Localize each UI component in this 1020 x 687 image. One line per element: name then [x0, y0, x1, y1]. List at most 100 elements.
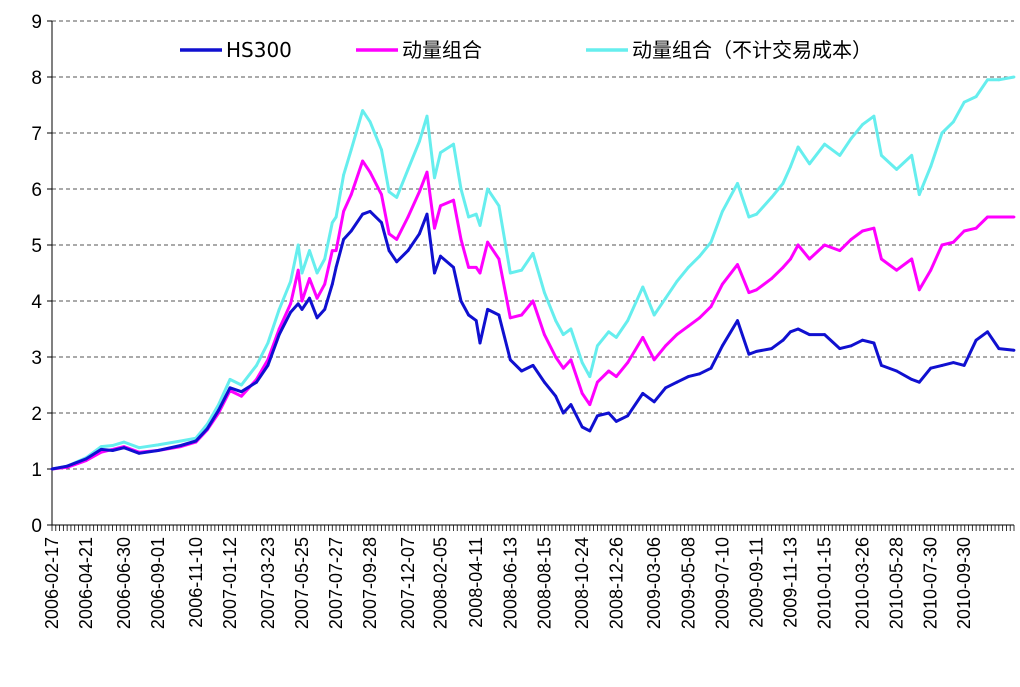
data-point	[607, 369, 611, 373]
data-point	[266, 341, 270, 345]
data-point	[849, 344, 853, 348]
data-point	[439, 151, 442, 155]
data-point	[368, 170, 372, 174]
data-point	[459, 187, 463, 191]
data-point	[330, 282, 334, 286]
data-point	[986, 330, 989, 334]
data-point	[770, 277, 773, 280]
y-tick-label: 7	[31, 124, 42, 145]
data-point	[255, 364, 258, 367]
x-tick-label: 2008-04-11	[466, 537, 486, 628]
data-point	[111, 444, 114, 447]
x-tick-label: 2009-09-11	[746, 537, 766, 628]
data-point	[217, 403, 221, 406]
data-point	[686, 324, 690, 328]
data-point	[361, 109, 364, 112]
x-tick-label: 2007-09-28	[360, 537, 380, 629]
x-tick-label: 2010-07-30	[921, 537, 941, 629]
data-point	[626, 361, 630, 364]
data-point	[228, 386, 232, 390]
x-tick-label: 2007-05-25	[292, 537, 312, 629]
data-point	[580, 425, 584, 429]
data-point	[315, 271, 319, 275]
data-point	[478, 341, 482, 345]
data-point	[861, 338, 864, 342]
data-point	[962, 100, 966, 104]
data-point	[296, 268, 300, 272]
data-point	[439, 254, 442, 258]
data-point	[596, 414, 599, 418]
data-point	[508, 358, 512, 362]
series-lines	[50, 75, 1016, 471]
data-point	[217, 408, 221, 412]
data-point	[789, 257, 792, 261]
data-point	[111, 449, 114, 452]
data-point	[497, 313, 501, 317]
data-point	[65, 464, 69, 468]
data-point	[395, 196, 399, 199]
data-point	[459, 299, 463, 303]
data-point	[997, 347, 1001, 350]
x-tick-label: 2006-02-17	[42, 537, 62, 629]
data-point	[686, 266, 690, 269]
data-point	[808, 333, 811, 336]
data-point	[561, 366, 565, 370]
data-point	[315, 296, 319, 300]
legend: HS300 动量组合 动量组合（不计交易成本）	[180, 38, 872, 62]
data-point	[588, 403, 592, 406]
data-point	[596, 380, 599, 384]
data-point	[614, 336, 618, 339]
data-point	[137, 446, 141, 450]
series-line-0	[51, 209, 1015, 471]
y-axis: 0 1 2 3 4 5 6 7 8 9	[31, 12, 53, 537]
data-point	[664, 344, 667, 348]
data-point	[789, 165, 792, 169]
data-point	[122, 440, 126, 444]
data-point	[910, 154, 914, 157]
data-point	[986, 215, 989, 219]
data-point	[543, 380, 546, 384]
x-tick-label: 2007-01-12	[220, 537, 240, 629]
data-point	[709, 240, 713, 244]
y-tick-label: 1	[31, 460, 42, 481]
data-point	[736, 182, 739, 185]
data-point	[569, 358, 573, 362]
data-point	[872, 114, 876, 118]
data-point	[300, 308, 304, 311]
data-point	[452, 198, 455, 202]
data-point	[974, 226, 978, 230]
data-point	[289, 302, 292, 306]
data-point	[641, 392, 645, 395]
data-point	[205, 427, 209, 431]
data-point	[406, 215, 410, 219]
data-point	[349, 193, 353, 197]
data-point	[747, 291, 751, 294]
data-point	[277, 308, 281, 311]
data-point	[387, 190, 391, 194]
data-point	[962, 229, 966, 233]
data-point	[296, 302, 300, 306]
data-point	[940, 131, 944, 135]
data-point	[849, 238, 853, 241]
data-point	[452, 266, 455, 269]
legend-label: 动量组合（不计交易成本）	[632, 38, 872, 62]
x-tick-label: 2009-11-13	[781, 537, 801, 628]
x-tick-label: 2007-12-07	[398, 537, 418, 629]
data-point	[433, 176, 436, 180]
data-point	[323, 257, 327, 261]
data-point	[781, 182, 785, 185]
data-point	[300, 271, 304, 275]
data-point	[917, 380, 921, 384]
data-point	[974, 95, 978, 98]
y-tick-label: 2	[31, 404, 42, 425]
data-point	[770, 196, 773, 199]
data-point	[240, 394, 243, 398]
data-point	[531, 299, 535, 303]
y-tick-label: 6	[31, 180, 42, 201]
data-point	[334, 249, 338, 253]
data-point	[561, 333, 565, 336]
data-point	[433, 226, 436, 230]
data-point	[652, 400, 656, 404]
data-point	[872, 226, 876, 230]
data-point	[755, 288, 758, 292]
